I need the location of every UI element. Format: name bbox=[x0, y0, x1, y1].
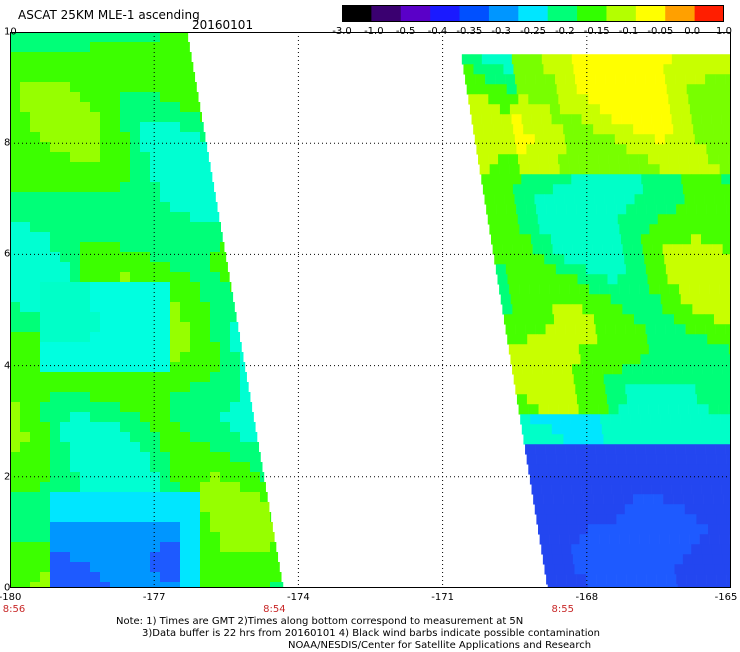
time-label: 8:56 bbox=[3, 604, 25, 615]
colorbar-segment bbox=[371, 5, 401, 22]
latitude-tick-label: 8 bbox=[4, 138, 10, 149]
colorbar-segment bbox=[695, 5, 724, 22]
colorbar-segment bbox=[489, 5, 519, 22]
note-line-2: 3)Data buffer is 22 hrs from 20160101 4)… bbox=[142, 628, 600, 640]
longitude-tick-label: -174 bbox=[287, 592, 310, 603]
colorbar-segment bbox=[606, 5, 636, 22]
latitude-tick-label: 2 bbox=[4, 471, 10, 482]
map-date: 20160101 bbox=[192, 18, 253, 32]
colorbar-segment bbox=[636, 5, 666, 22]
latitude-tick-label: 10 bbox=[4, 27, 17, 38]
swath-west bbox=[10, 32, 283, 588]
colorbar-segment bbox=[577, 5, 607, 22]
colorbar-segment bbox=[518, 5, 548, 22]
swath-east bbox=[462, 54, 731, 588]
longitude-tick-label: -168 bbox=[575, 592, 598, 603]
colorbar-segment bbox=[665, 5, 695, 22]
note-line-3: NOAA/NESDIS/Center for Satellite Applica… bbox=[288, 640, 591, 652]
longitude-tick-label: -177 bbox=[143, 592, 166, 603]
longitude-tick-label: -171 bbox=[431, 592, 454, 603]
map-title: ASCAT 25KM MLE-1 ascending bbox=[18, 8, 200, 22]
time-label: 8:55 bbox=[552, 604, 574, 615]
colorbar bbox=[342, 5, 724, 22]
colorbar-segment bbox=[548, 5, 578, 22]
latitude-tick-label: 4 bbox=[4, 360, 10, 371]
latitude-tick-label: 6 bbox=[4, 249, 10, 260]
longitude-tick-label: -165 bbox=[715, 592, 738, 603]
colorbar-segment bbox=[460, 5, 490, 22]
colorbar-segment bbox=[342, 5, 372, 22]
longitude-tick-label: -180 bbox=[0, 592, 21, 603]
note-line-1: Note: 1) Times are GMT 2)Times along bot… bbox=[116, 616, 523, 628]
colorbar-segment bbox=[430, 5, 460, 22]
colorbar-segment bbox=[401, 5, 431, 22]
time-label: 8:54 bbox=[263, 604, 285, 615]
wind-swath-map bbox=[10, 32, 731, 588]
